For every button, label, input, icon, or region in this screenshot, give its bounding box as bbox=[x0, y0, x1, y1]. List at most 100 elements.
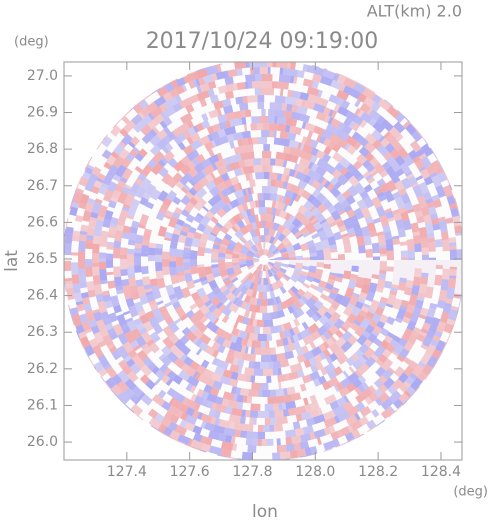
radar-cell bbox=[333, 280, 342, 290]
radar-cell bbox=[454, 315, 458, 321]
radar-cell bbox=[317, 175, 325, 184]
radar-cell bbox=[101, 372, 111, 382]
radar-cell bbox=[451, 297, 461, 308]
radar-cell bbox=[340, 377, 352, 388]
radar-cell bbox=[269, 311, 278, 320]
radar-cell bbox=[210, 438, 223, 449]
radar-cell bbox=[446, 332, 452, 343]
radar-cell bbox=[191, 446, 201, 451]
radar-cell bbox=[318, 314, 330, 326]
radar-cell bbox=[236, 444, 248, 453]
radar-cell bbox=[295, 377, 305, 386]
radar-cell bbox=[155, 262, 163, 272]
radar-cell bbox=[200, 435, 208, 444]
radar-cell bbox=[323, 311, 333, 320]
radar-cell bbox=[253, 151, 263, 159]
radar-cell bbox=[192, 425, 203, 435]
radar-cell bbox=[120, 254, 128, 259]
radar-cell bbox=[352, 222, 362, 231]
radar-cell bbox=[171, 184, 181, 195]
radar-cell bbox=[188, 189, 196, 197]
radar-cell bbox=[213, 424, 226, 435]
radar-cell bbox=[149, 331, 159, 341]
radar-cell bbox=[314, 66, 325, 77]
radar-cell bbox=[326, 296, 335, 305]
radar-cell bbox=[390, 287, 398, 293]
radar-cell bbox=[272, 74, 280, 82]
radar-cell bbox=[154, 413, 165, 424]
radar-cell bbox=[414, 210, 423, 218]
radar-cell bbox=[425, 329, 436, 340]
radar-cell bbox=[346, 440, 352, 443]
radar-cell bbox=[425, 343, 437, 356]
radar-cell bbox=[197, 302, 205, 309]
radar-cell bbox=[276, 130, 281, 139]
radar-cell bbox=[191, 174, 201, 185]
radar-cell bbox=[271, 282, 279, 291]
radar-cell bbox=[286, 378, 298, 388]
radar-cell bbox=[324, 227, 334, 239]
radar-cell bbox=[207, 219, 216, 229]
radar-cell bbox=[286, 414, 298, 424]
radar-cell bbox=[404, 201, 414, 212]
radar-cell bbox=[287, 343, 295, 352]
radar-cell bbox=[303, 290, 313, 301]
radar-cell bbox=[393, 343, 405, 355]
radar-cell bbox=[250, 244, 259, 253]
radar-cell bbox=[212, 123, 221, 133]
radar-cell bbox=[399, 277, 407, 283]
radar-cell bbox=[281, 259, 289, 260]
radar-cell bbox=[365, 174, 373, 181]
radar-cell bbox=[299, 142, 305, 151]
radar-cell bbox=[161, 146, 170, 155]
radar-cell bbox=[286, 103, 293, 112]
radar-cell bbox=[298, 273, 307, 282]
radar-cell bbox=[227, 202, 233, 210]
radar-cell bbox=[164, 316, 174, 325]
radar-cell bbox=[273, 274, 279, 282]
radar-cell bbox=[177, 410, 184, 419]
radar-cell bbox=[276, 445, 280, 453]
radar-cell bbox=[207, 312, 218, 324]
radar-cell bbox=[428, 247, 436, 252]
radar-cell bbox=[381, 161, 392, 171]
radar-cell bbox=[394, 329, 405, 339]
radar-cell bbox=[446, 287, 455, 300]
radar-cell bbox=[307, 271, 316, 278]
radar-cell bbox=[348, 175, 360, 188]
radar-cell bbox=[112, 155, 125, 169]
radar-cell bbox=[204, 288, 213, 295]
radar-cell bbox=[189, 385, 197, 394]
radar-cell bbox=[195, 348, 203, 356]
radar-cell bbox=[183, 262, 191, 271]
radar-cell bbox=[404, 311, 413, 319]
radar-cell bbox=[114, 201, 124, 213]
radar-cell bbox=[371, 274, 380, 280]
radar-cell bbox=[108, 225, 117, 235]
radar-cell bbox=[317, 369, 324, 378]
radar-cell bbox=[439, 311, 450, 324]
radar-cell bbox=[402, 219, 412, 231]
radar-cell bbox=[251, 382, 261, 390]
radar-cell bbox=[111, 337, 120, 343]
radar-cell bbox=[464, 254, 465, 259]
radar-cell bbox=[218, 245, 227, 254]
radar-cell bbox=[355, 394, 365, 404]
radar-cell bbox=[158, 159, 167, 168]
radar-cell bbox=[275, 208, 281, 217]
radar-cell bbox=[223, 299, 231, 307]
radar-cell bbox=[337, 121, 346, 131]
radar-cell bbox=[286, 266, 295, 273]
radar-cell bbox=[263, 144, 271, 152]
radar-cell bbox=[136, 227, 145, 236]
radar-cell bbox=[345, 345, 358, 358]
radar-cell bbox=[354, 182, 366, 195]
radar-cell bbox=[259, 445, 268, 453]
radar-cell bbox=[170, 144, 182, 157]
radar-cell bbox=[296, 354, 307, 364]
radar-cell bbox=[162, 393, 173, 404]
radar-cell bbox=[229, 341, 239, 351]
radar-cell bbox=[145, 310, 155, 320]
radar-cell bbox=[364, 141, 376, 154]
radar-cell bbox=[292, 119, 298, 127]
